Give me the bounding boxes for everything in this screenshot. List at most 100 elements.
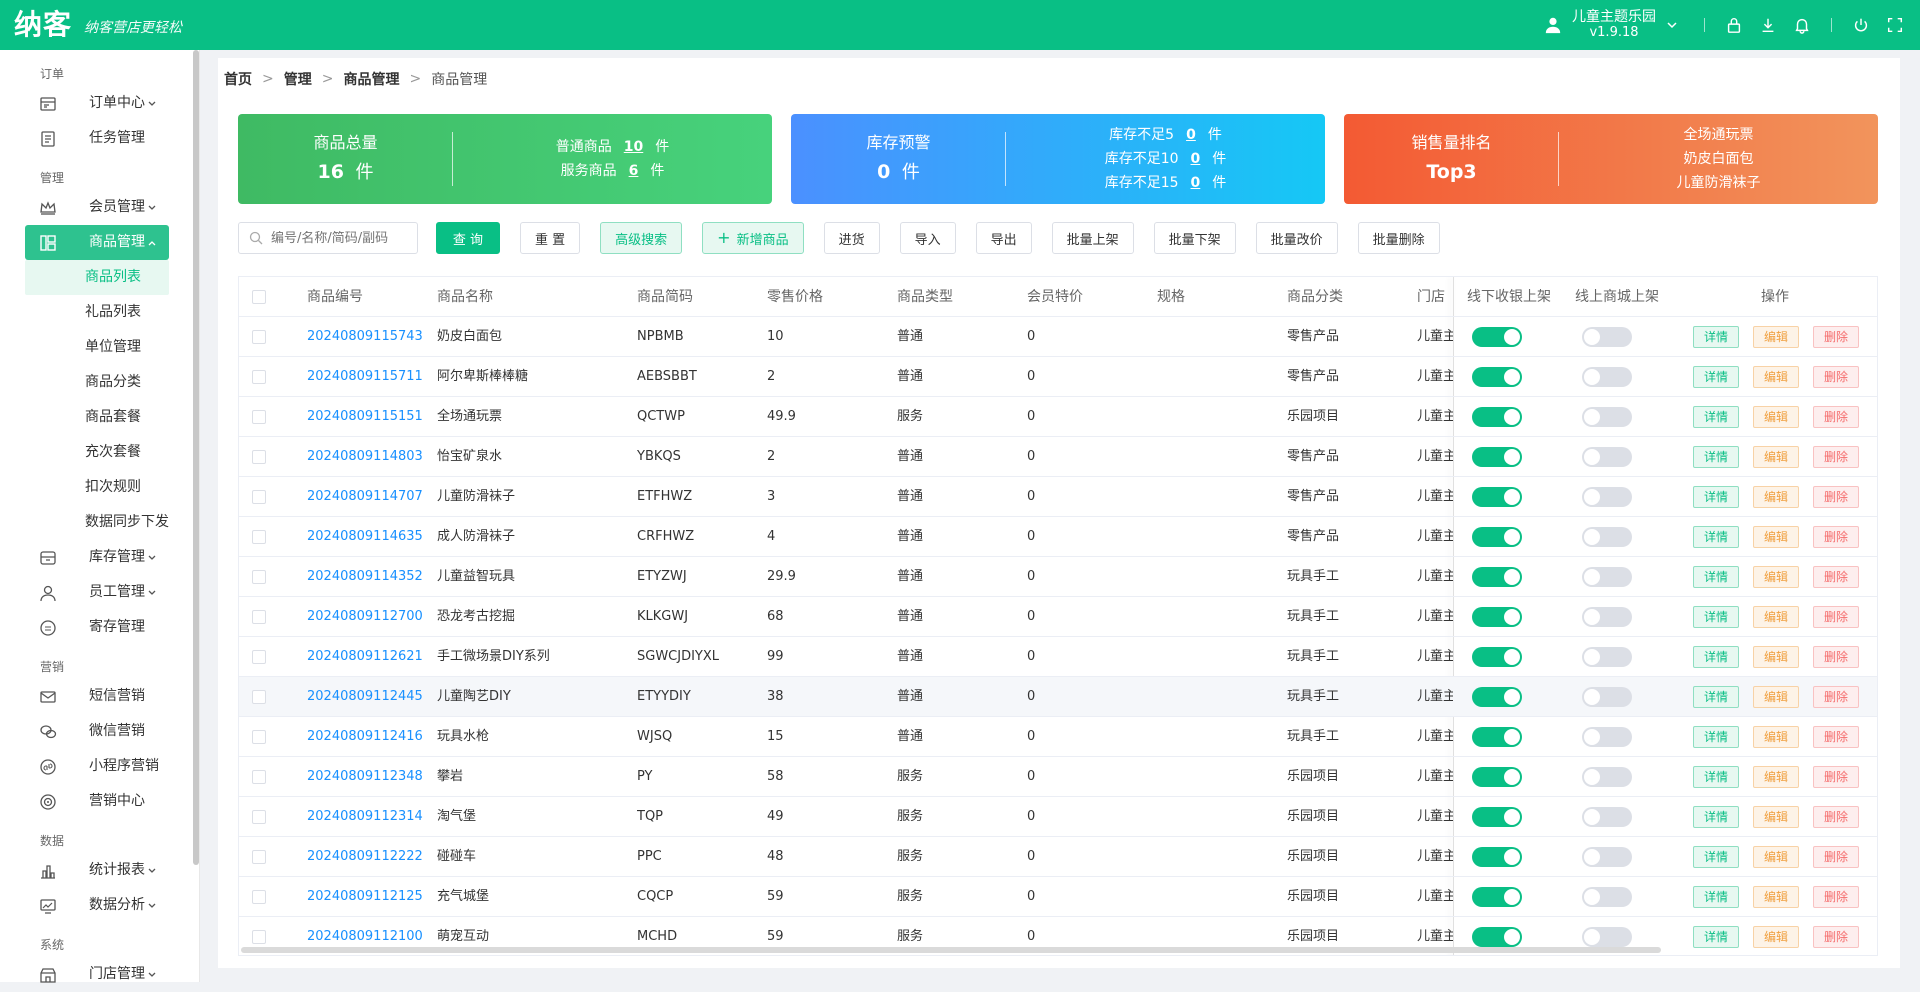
purchase-button[interactable]: 进货 [823,222,880,254]
edit-button[interactable]: 编辑 [1753,326,1799,348]
offline-shelf-toggle[interactable] [1472,527,1522,547]
offline-shelf-toggle[interactable] [1472,767,1522,787]
detail-button[interactable]: 详情 [1693,646,1739,668]
row-checkbox[interactable] [252,890,266,904]
online-shelf-toggle[interactable] [1582,807,1632,827]
table-row[interactable]: 20240809115151 全场通玩票 QCTWP 49.9 服务 0 乐园项目 儿童主题乐… [239,397,1877,437]
offline-shelf-toggle[interactable] [1472,327,1522,347]
detail-button[interactable]: 详情 [1693,446,1739,468]
detail-button[interactable]: 详情 [1693,486,1739,508]
goods-code[interactable]: 20240809115743 [307,329,423,344]
delete-button[interactable]: 删除 [1813,726,1859,748]
sidebar-subitem-unit[interactable]: 单位管理 [85,339,141,355]
table-row[interactable]: 20240809114352 儿童益智玩具 ETYZWJ 29.9 普通 0 玩具手工 儿童主… [239,557,1877,597]
delete-button[interactable]: 删除 [1813,846,1859,868]
sidebar-subitem-recharge-package[interactable]: 充次套餐 [85,444,141,460]
table-row[interactable]: 20240809114707 儿童防滑袜子 ETFHWZ 3 普通 0 零售产品 儿童主题乐园… [239,477,1877,517]
row-checkbox[interactable] [252,330,266,344]
sidebar-subitem-goods-list[interactable]: 商品列表 [25,260,169,295]
edit-button[interactable]: 编辑 [1753,726,1799,748]
offline-shelf-toggle[interactable] [1472,367,1522,387]
store-switcher[interactable]: 儿童主题乐园 v1.9.18 [1544,9,1678,41]
edit-button[interactable]: 编辑 [1753,566,1799,588]
detail-button[interactable]: 详情 [1693,366,1739,388]
stock-line-count[interactable]: 0 [1186,127,1196,143]
detail-button[interactable]: 详情 [1693,686,1739,708]
sidebar-item-analysis[interactable]: 数据分析 [25,888,169,923]
goods-code[interactable]: 20240809114803 [307,449,423,464]
sidebar-item-marketing-center[interactable]: 营销中心 [25,784,169,819]
delete-button[interactable]: 删除 [1813,566,1859,588]
row-checkbox[interactable] [252,810,266,824]
delete-button[interactable]: 删除 [1813,326,1859,348]
table-row[interactable]: 20240809112314 淘气堡 TQP 49 服务 0 乐园项目 儿童主题乐园 详情编辑删… [239,797,1877,837]
delete-button[interactable]: 删除 [1813,886,1859,908]
row-checkbox[interactable] [252,850,266,864]
normal-goods-count[interactable]: 10 [623,139,644,155]
row-checkbox[interactable] [252,490,266,504]
table-row[interactable]: 20240809112621 手工微场景DIY系列 SGWCJDIYXL 99 普通 0 玩… [239,637,1877,677]
sidebar-item-staff[interactable]: 员工管理 [25,575,169,610]
search-input[interactable] [271,230,411,246]
sidebar-item-deposit[interactable]: 寄存管理 [25,610,169,645]
row-checkbox[interactable] [252,530,266,544]
sidebar-subitem-category[interactable]: 商品分类 [85,374,141,390]
goods-code[interactable]: 20240809112222 [307,849,423,864]
sidebar-subitem-deduct-rule[interactable]: 扣次规则 [85,479,141,495]
online-shelf-toggle[interactable] [1582,847,1632,867]
row-checkbox[interactable] [252,690,266,704]
power-icon[interactable] [1852,16,1870,34]
sidebar-subitem-gift-list[interactable]: 礼品列表 [85,304,141,320]
edit-button[interactable]: 编辑 [1753,446,1799,468]
edit-button[interactable]: 编辑 [1753,846,1799,868]
fullscreen-icon[interactable] [1886,16,1904,34]
goods-code[interactable]: 20240809112100 [307,929,423,944]
add-goods-button[interactable]: + 新增商品 [702,222,804,254]
table-row[interactable]: 20240809115743 奶皮白面包 NPBMB 10 普通 0 零售产品 儿童主题乐园 详… [239,317,1877,357]
offline-shelf-toggle[interactable] [1472,567,1522,587]
online-shelf-toggle[interactable] [1582,407,1632,427]
sidebar-item-goods[interactable]: 商品管理 [25,225,169,260]
row-checkbox[interactable] [252,930,266,944]
delete-button[interactable]: 删除 [1813,526,1859,548]
advanced-search-button[interactable]: 高级搜索 [600,222,683,254]
sidebar-item-order-center[interactable]: 订单中心 [25,86,169,121]
sidebar-item-task[interactable]: 任务管理 [25,121,169,156]
sidebar-item-miniapp[interactable]: 小程序营销 [25,749,169,784]
edit-button[interactable]: 编辑 [1753,606,1799,628]
table-row[interactable]: 20240809112100 萌宠互动 MCHD 59 服务 0 乐园项目 儿童主题乐园 详情编… [239,917,1877,955]
online-shelf-toggle[interactable] [1582,487,1632,507]
edit-button[interactable]: 编辑 [1753,366,1799,388]
detail-button[interactable]: 详情 [1693,566,1739,588]
row-checkbox[interactable] [252,450,266,464]
batch-price-button[interactable]: 批量改价 [1255,222,1338,254]
delete-button[interactable]: 删除 [1813,606,1859,628]
offline-shelf-toggle[interactable] [1472,647,1522,667]
delete-button[interactable]: 删除 [1813,926,1859,948]
import-button[interactable]: 导入 [899,222,956,254]
sidebar-subitem-data-sync[interactable]: 数据同步下发 [85,514,169,530]
batch-off-shelf-button[interactable]: 批量下架 [1153,222,1236,254]
breadcrumb-goods-manage[interactable]: 商品管理 [343,72,400,88]
detail-button[interactable]: 详情 [1693,926,1739,948]
delete-button[interactable]: 删除 [1813,686,1859,708]
breadcrumb-manage[interactable]: 管理 [283,72,312,88]
query-button[interactable]: 查 询 [436,222,500,254]
delete-button[interactable]: 删除 [1813,806,1859,828]
online-shelf-toggle[interactable] [1582,567,1632,587]
edit-button[interactable]: 编辑 [1753,806,1799,828]
row-checkbox[interactable] [252,370,266,384]
offline-shelf-toggle[interactable] [1472,687,1522,707]
batch-on-shelf-button[interactable]: 批量上架 [1051,222,1134,254]
delete-button[interactable]: 删除 [1813,646,1859,668]
stock-line-count[interactable]: 0 [1190,151,1201,167]
edit-button[interactable]: 编辑 [1753,686,1799,708]
reset-button[interactable]: 重 置 [520,222,581,254]
detail-button[interactable]: 详情 [1693,726,1739,748]
bell-icon[interactable] [1793,16,1811,34]
table-row[interactable]: 20240809114635 成人防滑袜子 CRFHWZ 4 普通 0 零售产品 儿童主题乐园… [239,517,1877,557]
detail-button[interactable]: 详情 [1693,766,1739,788]
table-row[interactable]: 20240809112700 恐龙考古挖掘 KLKGWJ 68 普通 0 玩具手工 儿童主题乐… [239,597,1877,637]
online-shelf-toggle[interactable] [1582,927,1632,947]
